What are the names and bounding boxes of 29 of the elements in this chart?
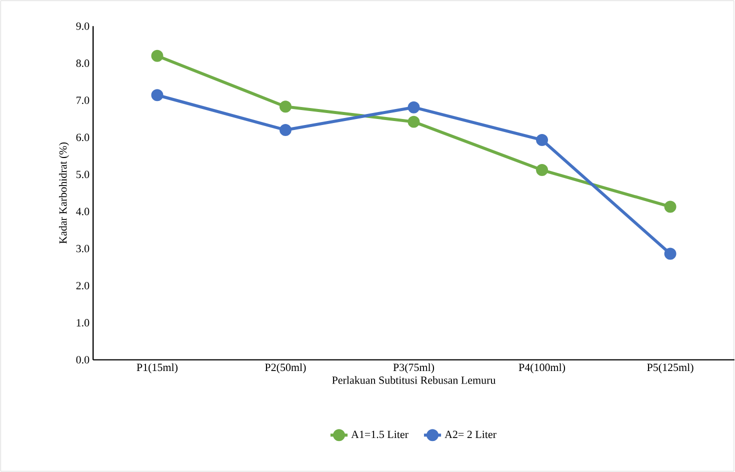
point [151, 50, 164, 62]
y-tick-label: 0.0 [76, 356, 90, 364]
y-tick-label: 1.0 [76, 319, 90, 327]
y-tick-label: 3.0 [76, 244, 90, 252]
y-tick-label: 7.0 [76, 96, 90, 104]
x-tick-label: P3(75ml) [393, 363, 434, 374]
legend-label: A2= 2 Liter [444, 430, 496, 438]
point [151, 89, 164, 102]
legend-label: A1=1.5 Liter [351, 430, 408, 438]
y-tick-label: 2.0 [76, 282, 90, 290]
point [408, 116, 420, 128]
y-tick-label: 5.0 [76, 170, 90, 178]
point [279, 100, 292, 113]
point [536, 164, 548, 176]
y-tick-label: 4.0 [76, 208, 90, 216]
y-tick-label: 9.0 [76, 22, 90, 30]
point [664, 248, 676, 260]
x-tick-label: P4(100ml) [518, 363, 566, 374]
y-axis-title: Kadar Karbohidrat (%) [59, 142, 69, 244]
x-axis-title: Perlakuan Subtitusi Rebusan Lemuru [332, 376, 496, 384]
x-tick-label: P5(125ml) [647, 363, 694, 374]
x-tick-label: P1(15ml) [136, 363, 178, 374]
y-tick-label: 8.0 [76, 60, 90, 68]
point [408, 101, 420, 114]
point [536, 134, 548, 146]
point [664, 200, 676, 213]
point [279, 124, 292, 136]
y-tick-label: 6.0 [76, 134, 90, 142]
x-tick-label: P2(50ml) [265, 363, 306, 374]
